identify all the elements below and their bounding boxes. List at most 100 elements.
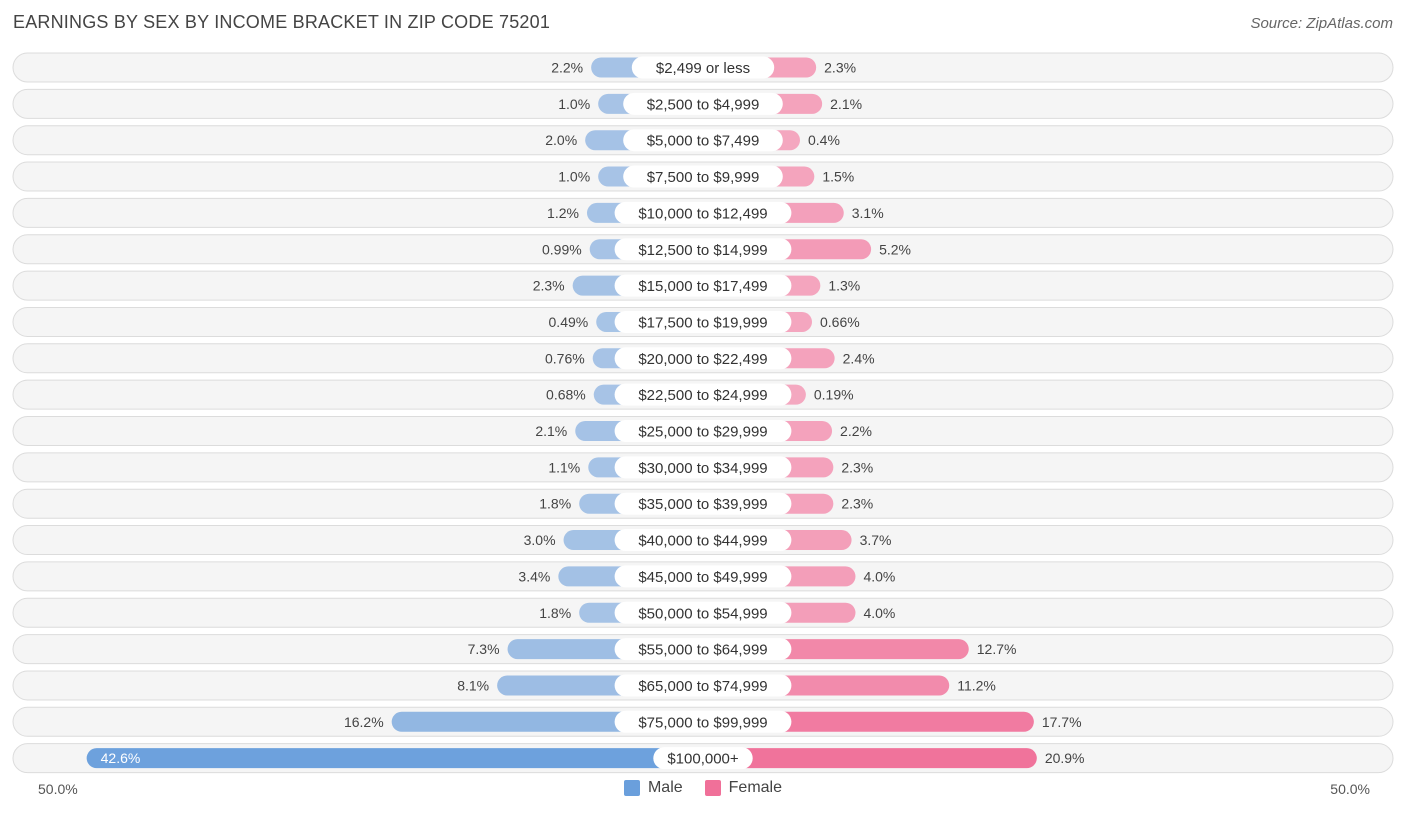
category-label: $40,000 to $44,999 [638, 533, 767, 550]
category-label: $55,000 to $64,999 [638, 642, 767, 659]
category-label-bg [631, 56, 775, 79]
category-label: $15,000 to $17,499 [638, 278, 767, 295]
category-label-bg [614, 347, 792, 370]
category-label: $35,000 to $39,999 [638, 496, 767, 513]
category-label-bg [614, 492, 792, 515]
category-label: $50,000 to $54,999 [638, 605, 767, 622]
value-label-female: 2.3% [841, 459, 873, 475]
category-label-bg [614, 638, 792, 661]
axis-right-label: 50.0% [1330, 781, 1370, 797]
bar-row: $12,500 to $14,999 0.99% 5.2% [12, 234, 1394, 265]
category-label-bg [614, 310, 792, 333]
value-label-male: 0.49% [549, 314, 589, 330]
bar-row: $2,499 or less 2.2% 2.3% [12, 52, 1394, 83]
legend-label-female: Female [728, 779, 783, 796]
bar-row: $15,000 to $17,499 2.3% 1.3% [12, 270, 1394, 301]
value-label-male: 3.4% [518, 568, 550, 584]
bar-row: $40,000 to $44,999 3.0% 3.7% [12, 525, 1394, 556]
value-label-female: 0.19% [814, 387, 854, 403]
category-label: $20,000 to $22,499 [638, 351, 767, 368]
category-label: $2,500 to $4,999 [647, 96, 760, 113]
bar-row: $50,000 to $54,999 1.8% 4.0% [12, 597, 1394, 628]
category-label: $45,000 to $49,999 [638, 569, 767, 586]
value-label-male: 1.8% [539, 496, 571, 512]
category-label: $22,500 to $24,999 [638, 387, 767, 404]
value-label-female: 2.3% [824, 60, 856, 76]
category-label: $7,500 to $9,999 [647, 169, 760, 186]
bar-row: $100,000+ 42.6% 20.9% [12, 743, 1394, 774]
value-label-female: 20.9% [1045, 750, 1085, 766]
legend-swatch-female [704, 780, 721, 796]
value-label-male: 1.1% [548, 459, 580, 475]
category-label-bg [614, 420, 792, 442]
category-label: $17,500 to $19,999 [638, 314, 767, 331]
bar-row: $5,000 to $7,499 2.0% 0.4% [12, 125, 1394, 156]
value-label-male: 0.99% [542, 241, 582, 257]
legend-swatch-male [623, 780, 640, 796]
bar-row: $7,500 to $9,999 1.0% 1.5% [12, 161, 1394, 192]
value-label-female: 3.7% [860, 532, 892, 548]
chart-title: EARNINGS BY SEX BY INCOME BRACKET IN ZIP… [13, 12, 551, 32]
legend-item-female[interactable]: Female [704, 779, 783, 797]
value-label-male: 2.3% [533, 278, 565, 294]
bar-row: $2,500 to $4,999 1.0% 2.1% [12, 88, 1394, 119]
bar-row: $10,000 to $12,499 1.2% 3.1% [12, 197, 1394, 228]
value-label-female: 2.2% [840, 423, 872, 439]
value-label-male: 2.0% [545, 132, 577, 148]
category-label: $2,499 or less [656, 60, 750, 77]
category-label: $75,000 to $99,999 [638, 714, 767, 731]
bar-row: $25,000 to $29,999 2.1% 2.2% [12, 416, 1394, 446]
category-label-bg [614, 383, 792, 406]
value-label-female: 2.1% [830, 96, 862, 112]
value-label-male: 7.3% [468, 641, 500, 657]
value-label-female: 17.7% [1042, 714, 1082, 730]
category-label-bg [614, 456, 792, 479]
bar-row: $30,000 to $34,999 1.1% 2.3% [12, 452, 1394, 483]
value-label-female: 12.7% [977, 641, 1017, 657]
legend-label-male: Male [647, 779, 683, 796]
bar-row: $35,000 to $39,999 1.8% 2.3% [12, 488, 1394, 519]
value-label-female: 3.1% [852, 205, 884, 221]
category-label-bg [614, 674, 792, 697]
axis-left-label: 50.0% [38, 781, 78, 797]
category-label-bg [653, 747, 753, 770]
value-label-female: 0.66% [820, 314, 860, 330]
value-label-male: 1.0% [558, 169, 590, 185]
category-label-bg [614, 601, 792, 624]
value-label-female: 2.3% [841, 496, 873, 512]
value-label-male: 16.2% [344, 714, 384, 730]
bar-row: $20,000 to $22,499 0.76% 2.4% [12, 343, 1394, 374]
bar-male[interactable] [86, 748, 703, 769]
category-label-bg [623, 129, 783, 152]
bar-row: $55,000 to $64,999 7.3% 12.7% [12, 634, 1394, 665]
value-label-male: 42.6% [101, 750, 141, 766]
category-label-bg [614, 710, 792, 733]
category-label: $25,000 to $29,999 [638, 424, 767, 441]
category-label: $30,000 to $34,999 [638, 460, 767, 477]
category-label-bg [614, 529, 792, 552]
value-label-male: 0.76% [545, 350, 585, 366]
category-label: $100,000+ [667, 751, 739, 768]
bar-row: $65,000 to $74,999 8.1% 11.2% [12, 670, 1394, 701]
value-label-male: 2.2% [551, 60, 583, 76]
category-label-bg [614, 565, 792, 588]
bar-row: $75,000 to $99,999 16.2% 17.7% [12, 706, 1394, 737]
value-label-female: 0.4% [808, 132, 840, 148]
bar-row: $17,500 to $19,999 0.49% 0.66% [12, 306, 1394, 337]
category-label: $12,500 to $14,999 [638, 242, 767, 259]
legend-item-male[interactable]: Male [623, 779, 683, 797]
value-label-male: 2.1% [535, 423, 567, 439]
category-label-bg [623, 92, 783, 115]
category-label-bg [623, 165, 783, 188]
category-label-bg [614, 238, 792, 261]
value-label-female: 1.3% [828, 278, 860, 294]
category-label: $10,000 to $12,499 [638, 205, 767, 222]
value-label-female: 5.2% [879, 241, 911, 257]
bar-row: $22,500 to $24,999 0.68% 0.19% [12, 379, 1394, 410]
legend: Male Female [0, 779, 1406, 797]
value-label-female: 11.2% [957, 677, 996, 693]
bar-female[interactable] [703, 748, 1037, 769]
value-label-male: 0.68% [546, 387, 586, 403]
